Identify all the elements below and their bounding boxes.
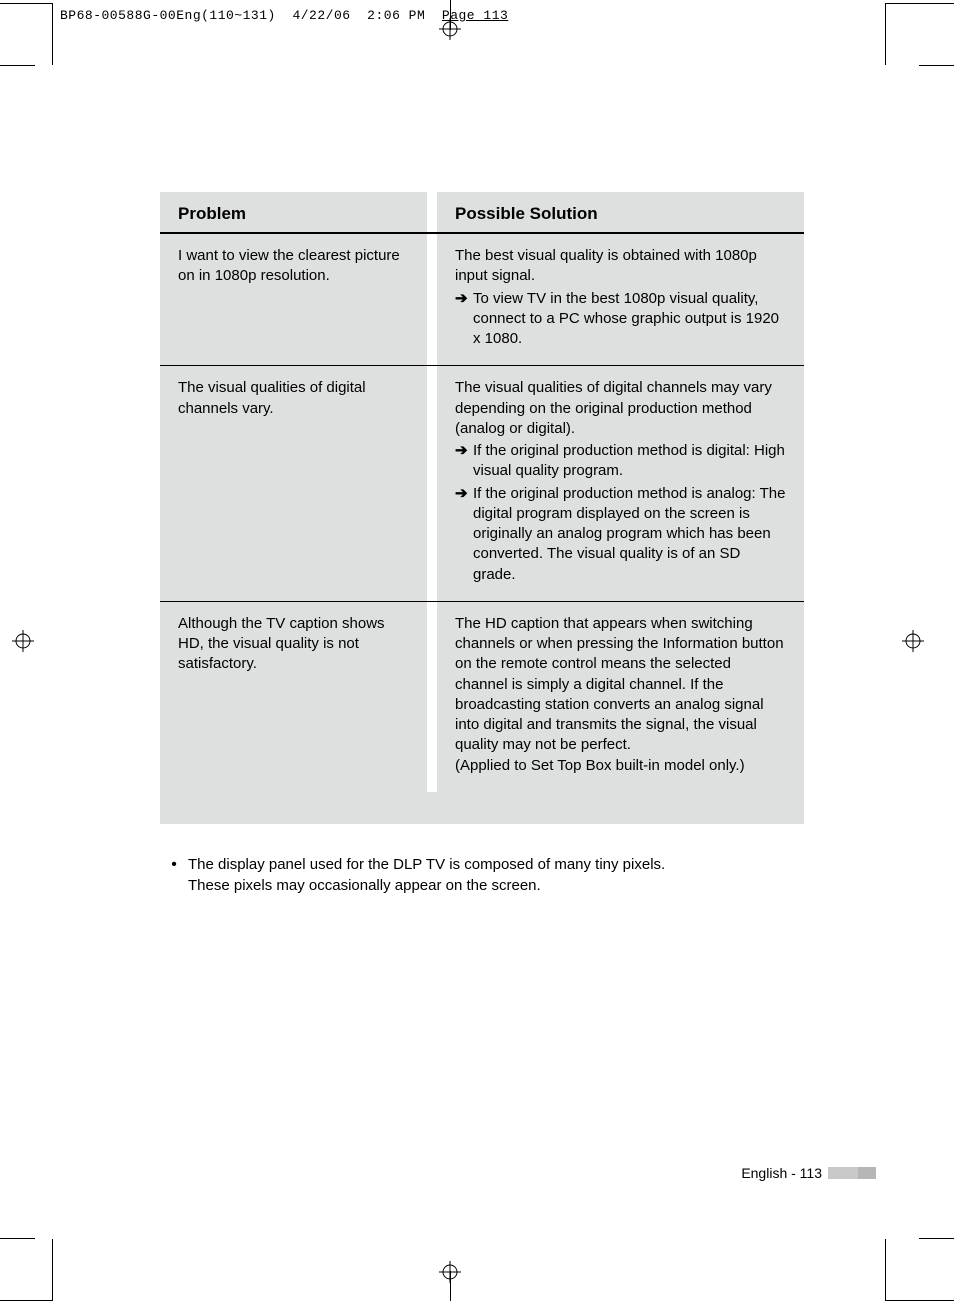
column-header-solution: Possible Solution xyxy=(437,192,804,232)
footer-decoration xyxy=(858,1167,876,1179)
registration-mark-icon xyxy=(12,630,34,652)
footer-decoration xyxy=(828,1167,858,1179)
slug-time: 2:06 PM xyxy=(367,8,425,23)
column-gutter xyxy=(427,366,437,601)
footnote: • The display panel used for the DLP TV … xyxy=(160,854,804,896)
page-content: Problem Possible Solution I want to view… xyxy=(160,192,804,896)
table-row: The visual qualities of digital channels… xyxy=(160,366,804,602)
cell-solution: The visual qualities of digital channels… xyxy=(437,366,804,601)
column-gutter xyxy=(427,602,437,792)
crop-mark xyxy=(52,3,53,65)
arrow-icon: ➔ xyxy=(455,289,473,350)
solution-bullet: ➔ If the original production method is a… xyxy=(455,484,786,585)
crop-mark xyxy=(0,65,35,66)
crop-mark xyxy=(919,1238,954,1239)
column-gutter xyxy=(427,192,437,232)
crop-mark xyxy=(52,1239,53,1301)
table-header-row: Problem Possible Solution xyxy=(160,192,804,234)
crop-mark xyxy=(0,1238,35,1239)
page-number: English - 113 xyxy=(741,1165,822,1181)
registration-mark-icon xyxy=(439,1261,461,1283)
page-footer: English - 113 xyxy=(741,1165,876,1181)
crop-mark xyxy=(886,3,954,4)
cell-problem: The visual qualities of digital channels… xyxy=(160,366,427,601)
registration-mark-icon xyxy=(902,630,924,652)
solution-bullet-text: If the original production method is dig… xyxy=(473,441,786,482)
solution-bullet-text: If the original production method is ana… xyxy=(473,484,786,585)
footnote-line: These pixels may occasionally appear on … xyxy=(188,877,541,894)
crop-mark xyxy=(0,3,52,4)
solution-bullet: ➔ If the original production method is d… xyxy=(455,441,786,482)
table-row: Although the TV caption shows HD, the vi… xyxy=(160,602,804,824)
cell-solution: The best visual quality is obtained with… xyxy=(437,234,804,365)
table-row: I want to view the clearest picture on i… xyxy=(160,234,804,366)
solution-text: The visual qualities of digital channels… xyxy=(455,378,786,439)
bullet-icon: • xyxy=(160,854,188,896)
crop-mark xyxy=(919,65,954,66)
solution-text: The HD caption that appears when switchi… xyxy=(455,614,786,776)
slug-date: 4/22/06 xyxy=(292,8,350,23)
column-gutter xyxy=(427,234,437,365)
slug-filename: BP68-00588G-00Eng(110~131) xyxy=(60,8,276,23)
solution-bullet-text: To view TV in the best 1080p visual qual… xyxy=(473,289,786,350)
cell-solution: The HD caption that appears when switchi… xyxy=(437,602,804,792)
arrow-icon: ➔ xyxy=(455,484,473,585)
solution-text: The best visual quality is obtained with… xyxy=(455,246,786,287)
troubleshooting-table: Problem Possible Solution I want to view… xyxy=(160,192,804,824)
arrow-icon: ➔ xyxy=(455,441,473,482)
footnote-text: The display panel used for the DLP TV is… xyxy=(188,854,665,896)
crop-mark xyxy=(885,1239,886,1301)
footnote-line: The display panel used for the DLP TV is… xyxy=(188,856,665,873)
crop-mark xyxy=(885,3,886,65)
cell-problem: Although the TV caption shows HD, the vi… xyxy=(160,602,427,792)
registration-mark-icon xyxy=(439,18,461,40)
column-header-problem: Problem xyxy=(160,192,427,232)
solution-bullet: ➔ To view TV in the best 1080p visual qu… xyxy=(455,289,786,350)
cell-problem: I want to view the clearest picture on i… xyxy=(160,234,427,365)
